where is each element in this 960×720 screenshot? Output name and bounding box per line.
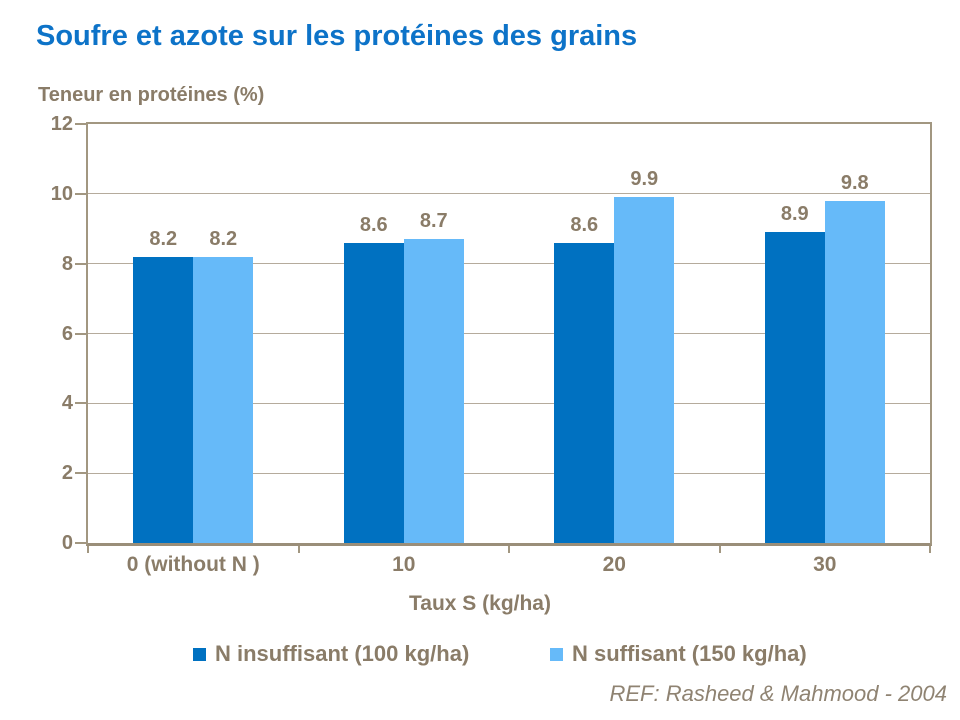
bar-series2-cat3 [824, 200, 885, 543]
y-tick-label-10: 10 [50, 182, 73, 205]
gridline-10 [88, 193, 930, 195]
y-tick-mark-2 [75, 472, 88, 475]
legend: N insuffisant (100 kg/ha) N suffisant (1… [0, 640, 960, 668]
gridline-6 [88, 333, 930, 334]
x-tick-label-2: 20 [602, 553, 626, 576]
bar-value-label-series1-cat2: 8.6 [570, 213, 599, 236]
x-tick-mark-1 [297, 546, 300, 553]
bar-value-label-series1-cat0: 8.2 [149, 227, 178, 250]
bar-value-label-series1-cat1: 8.6 [359, 213, 388, 236]
bar-value-label-series2-cat1: 8.7 [419, 210, 448, 233]
bar-value-label-series2-cat0: 8.2 [209, 227, 238, 250]
y-tick-mark-12 [75, 123, 88, 125]
bar-value-label-series1-cat3: 8.9 [780, 203, 809, 226]
x-tick-label-3: 30 [813, 553, 837, 576]
bar-series1-cat1 [343, 242, 404, 543]
y-tick-mark-4 [75, 402, 88, 405]
legend-swatch-series2 [550, 647, 563, 661]
x-tick-mark-0 [87, 546, 89, 553]
y-tick-label-8: 8 [61, 252, 73, 275]
y-tick-label-4: 4 [61, 392, 73, 415]
bar-series1-cat0 [133, 256, 194, 543]
y-tick-mark-6 [75, 332, 88, 335]
bar-value-label-series2-cat3: 9.8 [840, 171, 869, 194]
y-tick-mark-10 [75, 192, 88, 195]
y-tick-label-2: 2 [61, 462, 73, 485]
x-tick-mark-4 [929, 546, 931, 553]
gridline-2 [88, 472, 930, 474]
chart-title: Soufre et azote sur les protéines des gr… [36, 20, 638, 52]
legend-item-series1: N insuffisant (100 kg/ha) [193, 640, 469, 668]
bar-value-label-series2-cat2: 9.9 [630, 168, 659, 191]
reference-text: REF: Rasheed & Mahmood - 2004 [609, 681, 947, 706]
y-tick-label-12: 12 [50, 113, 73, 135]
legend-label-series1: N insuffisant (100 kg/ha) [215, 641, 470, 666]
legend-swatch-series1 [193, 647, 206, 661]
y-tick-label-6: 6 [61, 322, 73, 345]
bar-series2-cat0 [193, 256, 254, 543]
x-tick-mark-2 [508, 546, 510, 553]
legend-item-series2: N suffisant (150 kg/ha) [550, 640, 807, 668]
x-tick-label-0: 0 (without N ) [126, 553, 260, 576]
y-tick-mark-8 [75, 262, 88, 265]
bar-series2-cat1 [403, 239, 464, 543]
y-tick-mark-0 [75, 542, 88, 544]
x-axis-title: Taux S (kg/ha) [409, 592, 551, 615]
x-tick-mark-3 [718, 546, 721, 553]
legend-label-series2: N suffisant (150 kg/ha) [572, 641, 807, 666]
gridline-4 [88, 402, 930, 404]
bar-series1-cat3 [764, 232, 825, 543]
y-axis-title: Teneur en protéines (%) [38, 84, 265, 106]
gridline-8 [88, 263, 930, 265]
bar-series2-cat2 [614, 197, 675, 543]
bar-series1-cat2 [554, 242, 615, 543]
x-tick-label-1: 10 [392, 553, 416, 576]
y-tick-label-0: 0 [61, 532, 73, 554]
